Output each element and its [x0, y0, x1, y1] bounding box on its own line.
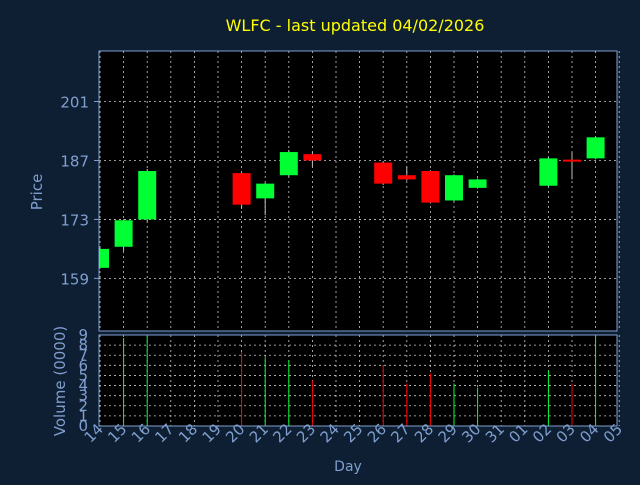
price-tick-label: 173: [60, 211, 89, 229]
candle-body: [114, 220, 133, 247]
candle-20: [232, 172, 251, 209]
candle-04: [586, 136, 605, 160]
candle-body: [138, 171, 157, 220]
volume-grid: [99, 335, 620, 426]
candle-26: [374, 161, 393, 185]
price-axis-label: Price: [28, 174, 46, 211]
candle-body: [303, 154, 322, 161]
candle-body: [563, 159, 581, 162]
candles: [99, 136, 605, 269]
candle-02: [539, 157, 558, 187]
price-tick-label: 187: [60, 152, 89, 170]
volume-tick-label: 4: [78, 377, 88, 395]
candle-28: [421, 170, 440, 204]
candle-body: [586, 137, 605, 159]
candle-body: [100, 248, 109, 268]
chart-title: WLFC - last updated 04/02/2026: [226, 16, 485, 35]
price-y-axis: 159 173 187 201: [60, 94, 99, 288]
x-axis-label: Day: [334, 459, 362, 475]
candle-body: [445, 175, 463, 201]
volume-axis-label: Volume (0000): [51, 326, 69, 436]
volume-tick-label: 5: [78, 366, 88, 384]
candle-body: [374, 162, 393, 184]
candle-16: [138, 168, 157, 222]
candle-21: [256, 182, 275, 216]
volume-plot-area: [99, 335, 617, 426]
candle-body: [256, 183, 275, 199]
volume-tick-label: 2: [78, 397, 88, 415]
candle-14: [99, 248, 109, 269]
volume-tick-label: 9: [78, 326, 88, 344]
volume-bars: [123, 335, 597, 426]
volume-tick-label: 7: [78, 346, 88, 364]
volume-frame: [98, 334, 618, 427]
candle-15: [114, 219, 133, 251]
volume-tick-label: 6: [78, 356, 88, 374]
candle-23: [303, 152, 322, 167]
candle-03: [563, 152, 581, 180]
volume-tick-label: 1: [78, 407, 88, 425]
price-frame: [98, 50, 618, 332]
candle-body: [279, 152, 298, 176]
candle-body: [397, 175, 416, 180]
candle-22: [279, 149, 298, 177]
candle-body: [232, 173, 251, 205]
volume-tick-label: 3: [78, 387, 88, 405]
x-axis-ticks: 1415161718192021222324252627282930310102…: [81, 420, 626, 446]
candle-body: [421, 171, 440, 203]
candle-body: [539, 158, 558, 186]
volume-tick-label: 8: [78, 336, 88, 354]
price-tick-label: 201: [60, 94, 89, 112]
price-panel: 159 173 187 201 Price: [28, 50, 620, 332]
volume-tick-label: 0: [78, 417, 88, 435]
candle-30: [468, 178, 487, 189]
candle-29: [445, 174, 463, 202]
candle-27: [397, 166, 416, 181]
candle-body: [468, 179, 487, 188]
price-plot-area: [99, 51, 617, 331]
price-tick-label: 159: [60, 270, 89, 288]
